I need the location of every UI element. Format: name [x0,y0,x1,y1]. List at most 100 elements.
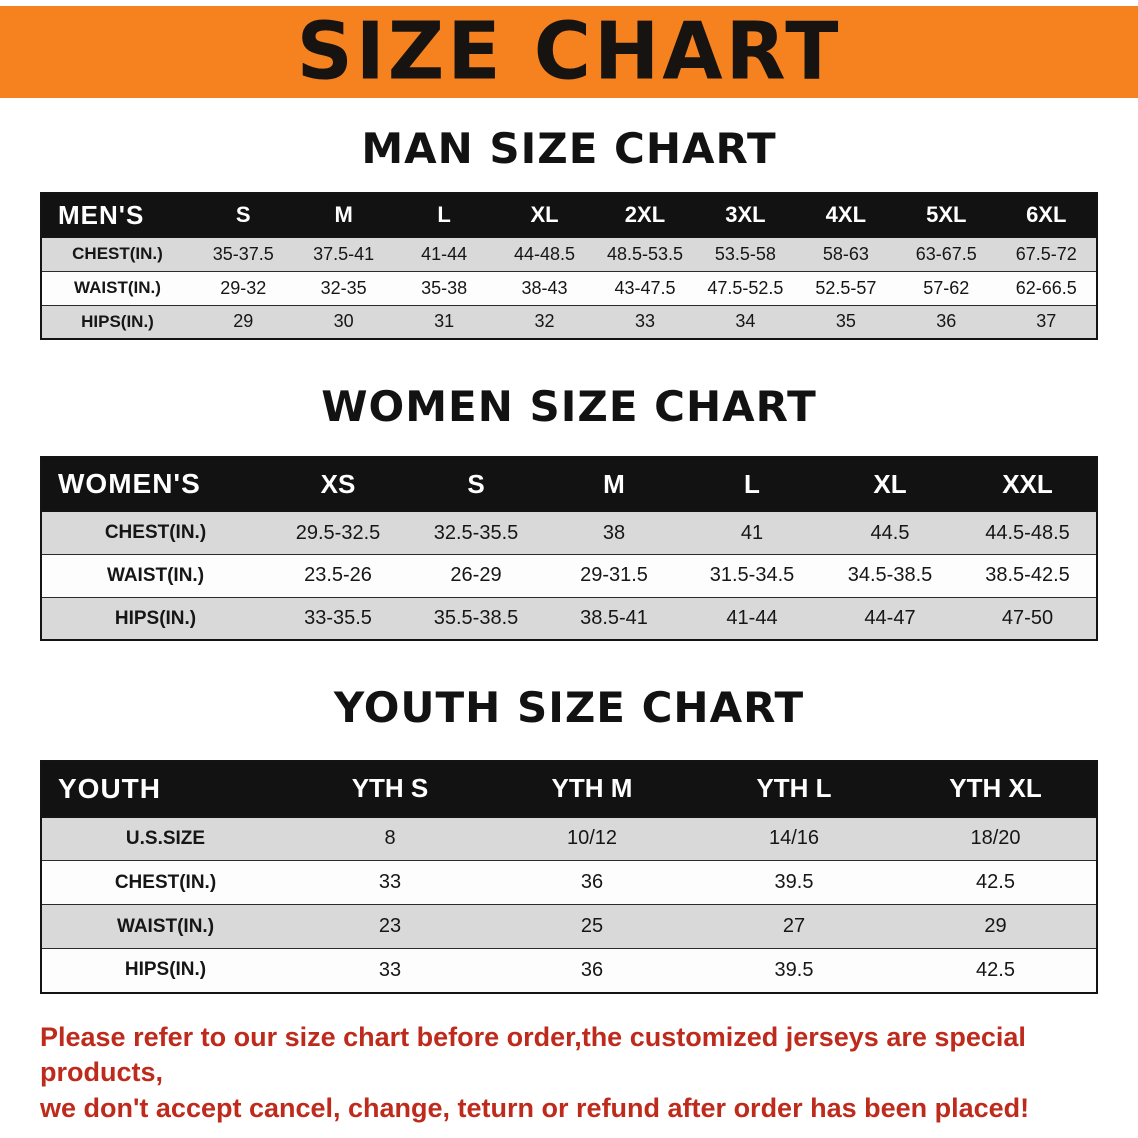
size-value-cell: 35-37.5 [212,243,274,264]
youth-table-header-row: YOUTH YTH S YTH M YTH L YTH XL [41,760,1097,817]
size-value-cell: 47-50 [1001,607,1054,630]
table-row: HIPS(IN.) 33-35.5 35.5-38.5 38.5-41 41-44 44-… [41,597,1097,641]
page-title: SIZE CHART [296,6,842,98]
row-label: CHEST(IN.) [114,871,217,893]
size-column-header: YTH L [693,760,895,817]
notice-line-2: we don't accept cancel, change, teturn o… [40,1092,1030,1123]
women-table-header-row: WOMEN'S XS S M L XL XXL [41,457,1097,512]
men-table-header-row: MEN'S S M L XL 2XL 3XL 4XL 5XL 6XL [41,193,1097,238]
size-value-cell: 38.5-42.5 [985,564,1070,587]
table-row: WAIST(IN.) 23 25 27 29 [41,904,1097,949]
size-value-cell: 23.5-26 [304,564,372,587]
size-value-cell: 31 [434,311,455,332]
size-value-cell: 8 [384,827,396,850]
size-column-header: 4XL [795,193,897,238]
size-value-cell: 30 [333,311,354,332]
size-value-cell: 42.5 [976,871,1015,894]
size-value-cell: 29.5-32.5 [295,521,381,544]
size-column-header: YTH S [289,760,491,817]
size-value-cell: 32-35 [320,277,367,298]
size-value-cell: 44.5 [870,521,910,544]
table-row: CHEST(IN.) 33 36 39.5 42.5 [41,860,1097,905]
size-value-cell: 44.5-48.5 [985,521,1070,544]
youth-size-table: YOUTH YTH S YTH M YTH L YTH XL U.S.SIZE 8 10/1… [40,759,1098,994]
size-value-cell: 47.5-52.5 [707,277,784,298]
size-value-cell: 36 [580,871,604,894]
table-row: U.S.SIZE 8 10/12 14/16 18/20 [41,816,1097,861]
size-column-header: 6XL [996,193,1097,238]
size-column-header: 5XL [896,193,997,238]
size-value-cell: 48.5-53.5 [606,243,683,264]
youth-section-heading: YOUTH SIZE CHART [333,683,805,733]
size-value-cell: 58-63 [822,243,869,264]
size-value-cell: 33 [378,871,402,894]
size-column-header: S [407,457,545,512]
size-column-header: L [683,457,821,512]
size-value-cell: 25 [580,915,604,938]
men-size-table: MEN'S S M L XL 2XL 3XL 4XL 5XL 6XL CHEST(IN.) 35-3… [40,192,1098,341]
size-value-cell: 39.5 [774,871,814,894]
youth-table-body: U.S.SIZE 8 10/12 14/16 18/20 CHEST(IN.) 33 36 39… [41,816,1097,993]
size-column-header: L [393,193,495,238]
size-column-header: XL [494,193,595,238]
row-label: WAIST(IN.) [74,278,161,298]
size-value-cell: 34 [735,311,756,332]
table-corner-label: YOUTH [41,760,289,817]
size-value-cell: 33 [634,311,655,332]
row-label: HIPS(IN.) [81,311,154,331]
size-column-header: M [545,457,683,512]
size-value-cell: 29-31.5 [580,564,648,587]
women-table-body: CHEST(IN.) 29.5-32.5 32.5-35.5 38 41 44.5 44.5… [41,511,1097,641]
size-value-cell: 36 [936,311,957,332]
size-value-cell: 35-38 [421,277,468,298]
size-value-cell: 42.5 [976,958,1015,981]
size-value-cell: 37 [1036,311,1057,332]
size-chart-page: SIZE CHART MAN SIZE CHART MEN'S S M L XL 2XL 3… [0,6,1138,1138]
banner: SIZE CHART [0,6,1138,98]
size-value-cell: 35.5-38.5 [433,607,519,630]
size-value-cell: 57-62 [923,277,970,298]
row-label: HIPS(IN.) [124,959,207,981]
size-value-cell: 38.5-41 [580,607,648,630]
size-value-cell: 44-48.5 [514,243,576,264]
women-section-heading: WOMEN SIZE CHART [321,382,817,432]
size-value-cell: 36 [580,958,604,981]
table-row: WAIST(IN.) 29-32 32-35 35-38 38-43 43-47.5 47.… [41,271,1097,306]
size-value-cell: 38 [602,521,626,544]
table-row: HIPS(IN.) 29 30 31 32 33 34 35 36 37 [41,305,1097,340]
table-corner-label: WOMEN'S [41,457,269,512]
size-column-header: S [193,193,294,238]
size-value-cell: 33-35.5 [304,607,372,630]
size-column-header: M [293,193,394,238]
women-size-section: WOMEN SIZE CHART WOMEN'S XS S M L XL XXL CHEST… [0,382,1138,642]
size-value-cell: 29 [233,311,254,332]
size-column-header: YTH XL [895,760,1097,817]
size-column-header: XL [821,457,959,512]
men-table-body: CHEST(IN.) 35-37.5 37.5-41 41-44 44-48.5 48.5… [41,237,1097,340]
size-value-cell: 31.5-34.5 [709,564,795,587]
men-section-heading: MAN SIZE CHART [361,124,777,173]
table-row: WAIST(IN.) 23.5-26 26-29 29-31.5 31.5-34.5 34… [41,554,1097,598]
size-column-header: XXL [959,457,1097,512]
size-value-cell: 34.5-38.5 [847,564,933,587]
size-value-cell: 29 [984,915,1007,938]
row-label: U.S.SIZE [125,827,206,849]
size-value-cell: 63-67.5 [915,243,977,264]
youth-size-section: YOUTH SIZE CHART YOUTH YTH S YTH M YTH L YTH… [0,683,1138,994]
size-value-cell: 43-47.5 [614,277,676,298]
size-value-cell: 53.5-58 [714,243,776,264]
table-row: CHEST(IN.) 35-37.5 37.5-41 41-44 44-48.5 48.5… [41,237,1097,272]
size-value-cell: 37.5-41 [313,243,375,264]
table-row: CHEST(IN.) 29.5-32.5 32.5-35.5 38 41 44.5 44.5… [41,511,1097,555]
notice-line-1: Please refer to our size chart before or… [40,1021,1026,1088]
size-value-cell: 62-66.5 [1015,277,1077,298]
size-value-cell: 41-44 [726,607,778,630]
table-row: HIPS(IN.) 33 36 39.5 42.5 [41,948,1097,993]
table-corner-label: MEN'S [41,193,193,238]
size-value-cell: 32.5-35.5 [433,521,519,544]
row-label: WAIST(IN.) [106,564,205,586]
size-value-cell: 26-29 [450,564,502,587]
footer-notice: Please refer to our size chart before or… [40,1020,1098,1127]
size-value-cell: 67.5-72 [1015,243,1077,264]
size-column-header: 2XL [594,193,696,238]
